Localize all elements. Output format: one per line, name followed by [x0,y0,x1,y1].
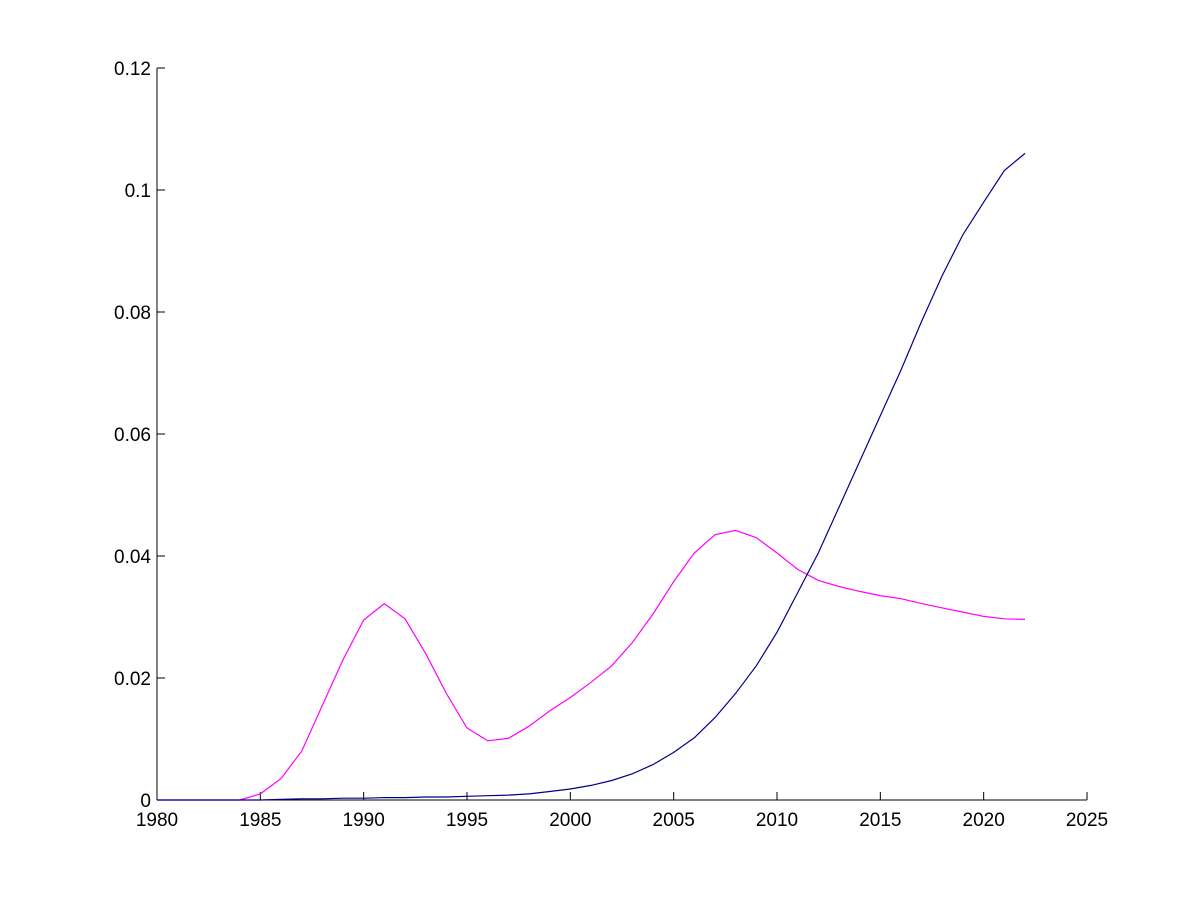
x-tick-label: 1995 [446,810,488,831]
x-tick-label: 2005 [653,810,695,831]
x-tick-label: 2000 [549,810,591,831]
series-line-1 [157,529,1026,801]
y-axis: 0 0.02 0.04 0.06 0.08 0.1 0.12 [114,59,165,812]
x-tick-label: 1980 [136,810,178,831]
y-tick-label: 0.04 [114,547,151,568]
y-tick-label: 0.08 [114,303,151,324]
y-tick-label: 0 [140,791,151,812]
series-layer [157,152,1026,801]
x-tick-label: 2010 [756,810,798,831]
y-tick-label: 0.06 [114,425,151,446]
y-tick-label: 0.02 [114,669,151,690]
y-tick-label: 0.1 [125,181,151,202]
x-tick-label: 2020 [963,810,1005,831]
y-tick-label: 0.12 [114,59,151,80]
x-tick-label: 1990 [343,810,385,831]
x-tick-label: 2025 [1066,810,1108,831]
x-axis: 1980 1985 1990 1995 2000 2005 2010 2015 2020 2025 [136,792,1108,831]
x-tick-label: 1985 [239,810,281,831]
series-line-2 [157,152,1026,801]
x-tick-label: 2015 [859,810,901,831]
